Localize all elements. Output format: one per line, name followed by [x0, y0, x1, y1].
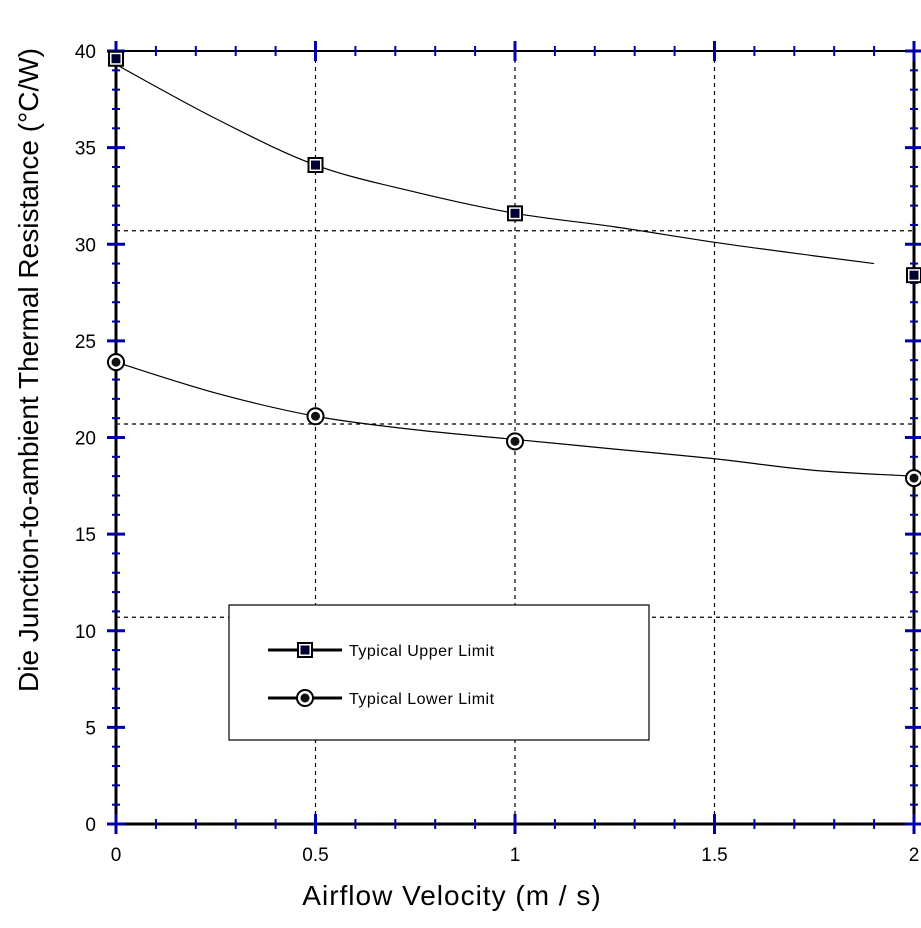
legend-square-marker	[297, 642, 313, 658]
fit-curve-upper	[115, 64, 875, 265]
data-point-lower	[506, 432, 524, 451]
marker-circle-fill	[311, 411, 320, 421]
y-tick-label: 15	[75, 525, 96, 546]
marker-square-fill	[510, 208, 520, 218]
y-tick-label: 35	[75, 139, 96, 160]
y-tick-label: 25	[75, 332, 96, 353]
y-axis-title: Die Junction-to-ambient Thermal Resistan…	[13, 48, 44, 692]
marker-square-fill	[111, 54, 121, 64]
marker-square-fill	[909, 270, 919, 280]
x-tick-label: 0	[111, 845, 122, 866]
marker-square-fill	[311, 160, 320, 170]
y-tick-label: 30	[75, 235, 96, 256]
legend-label-lower: Typical Lower Limit	[349, 691, 495, 708]
marker-square-fill	[300, 645, 310, 655]
data-point-upper	[906, 267, 921, 284]
marker-circle-fill	[510, 436, 520, 446]
data-markers	[107, 50, 921, 488]
data-point-upper	[307, 157, 324, 174]
data-point-lower	[306, 407, 325, 426]
marker-circle-fill	[909, 473, 919, 483]
legend-marker-upper	[297, 642, 313, 658]
tick-marks	[107, 41, 921, 834]
legend-circle-marker	[296, 689, 314, 707]
y-tick-label: 40	[75, 42, 96, 63]
x-tick-labels: 0 0.5 1 1.5 2	[111, 845, 920, 866]
data-point-upper	[108, 50, 124, 67]
data-point-lower	[905, 469, 921, 488]
data-point-lower	[107, 353, 125, 372]
y-tick-label: 20	[75, 429, 96, 450]
legend-box	[228, 604, 650, 741]
legend-label-upper: Typical Upper Limit	[349, 643, 495, 660]
marker-circle-fill	[300, 693, 310, 703]
legend-marker-lower	[296, 689, 314, 707]
y-tick-label: 10	[75, 622, 96, 643]
legend: Typical Upper Limit Typical Lower Limit	[228, 604, 650, 741]
data-point-upper	[507, 205, 523, 222]
y-tick-labels: 0 5 10 15 20 25 30 35 40	[75, 42, 96, 836]
y-tick-label: 5	[85, 718, 96, 739]
x-tick-label: 1	[510, 845, 521, 866]
y-tick-label: 0	[85, 815, 96, 836]
x-tick-label: 2	[909, 845, 920, 866]
x-tick-label: 1.5	[701, 845, 727, 866]
x-axis-title: Airflow Velocity (m / s)	[302, 880, 601, 911]
x-tick-label: 0.5	[302, 845, 328, 866]
marker-circle-fill	[111, 357, 121, 367]
